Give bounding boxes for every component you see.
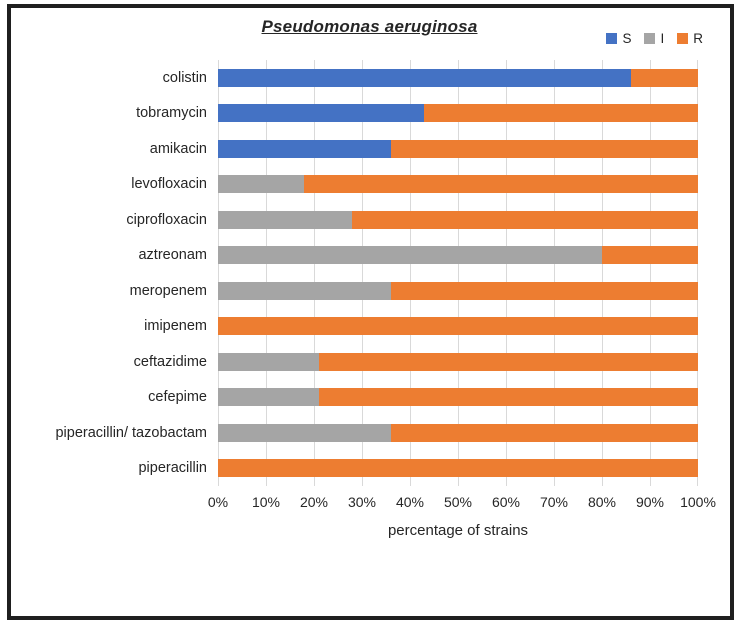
gridline [602, 60, 603, 486]
bar-segment-S [218, 68, 631, 87]
legend-item-I: I [644, 31, 664, 46]
bar-row [218, 210, 698, 229]
gridline [362, 60, 363, 486]
x-tick-label: 30% [347, 494, 377, 510]
bar-row [218, 68, 698, 87]
category-label: colistin [162, 69, 207, 86]
bar-row [218, 175, 698, 194]
category-label: cefepime [148, 389, 207, 406]
category-label: ceftazidime [133, 353, 207, 370]
category-label: aztreonam [138, 247, 207, 264]
x-axis-title: percentage of strains [387, 522, 529, 539]
legend-item-R: R [677, 31, 703, 46]
gridline [314, 60, 315, 486]
category-label: imipenem [144, 318, 207, 335]
y-axis-category-labels: colistin tobramycin amikacin levofloxacin ci… [0, 60, 207, 486]
category-label: piperacillin [138, 460, 207, 477]
bar-segment-I [218, 423, 391, 442]
category-label: meropenem [129, 282, 207, 299]
x-axis-tick-labels: 0% 10% 20% 30% 40% 50% 60% 70% 80% 90% 100% [208, 494, 716, 512]
bar-segment-I [218, 246, 602, 265]
category-label: levofloxacin [131, 176, 207, 193]
bar-row [218, 246, 698, 265]
gridline [218, 60, 219, 486]
bar-segment-R [318, 352, 698, 371]
bar-segment-R [304, 175, 698, 194]
bar-segment-R [390, 139, 698, 158]
bar-segment-R [352, 210, 698, 229]
legend-swatch-S [606, 33, 618, 44]
gridline [650, 60, 651, 486]
bar-segment-R [218, 459, 698, 478]
bar-segment-I [218, 210, 353, 229]
bar-row [218, 352, 698, 371]
legend-item-S: S [606, 31, 631, 46]
category-label: piperacillin/ tazobactam [55, 424, 207, 441]
gridline [697, 60, 698, 486]
x-tick-label: 50% [443, 494, 473, 510]
x-tick-label: 70% [539, 494, 569, 510]
legend-swatch-I [644, 33, 656, 44]
bar-row [218, 423, 698, 442]
bar-segment-R [390, 281, 698, 300]
gridline [266, 60, 267, 486]
chart-title: Pseudomonas aeruginosa [261, 17, 478, 36]
bar-row [218, 317, 698, 336]
bar-row [218, 459, 698, 478]
gridline [554, 60, 555, 486]
x-tick-label: 0% [207, 494, 229, 510]
bar-segment-S [218, 104, 425, 123]
x-tick-label: 80% [587, 494, 617, 510]
x-tick-label: 90% [635, 494, 665, 510]
bar-segment-R [390, 423, 698, 442]
bar-segment-R [602, 246, 698, 265]
bar-segment-I [218, 352, 319, 371]
gridline [410, 60, 411, 486]
bar-segment-R [630, 68, 698, 87]
x-tick-label: 100% [680, 494, 716, 510]
bar-row [218, 139, 698, 158]
gridline [458, 60, 459, 486]
bar-segment-I [218, 281, 391, 300]
bar-segment-I [218, 388, 319, 407]
bar-row [218, 388, 698, 407]
bar-row [218, 281, 698, 300]
x-tick-label: 20% [299, 494, 329, 510]
gridline [506, 60, 507, 486]
x-tick-label: 10% [251, 494, 281, 510]
plot-area [218, 60, 698, 486]
category-label: amikacin [149, 140, 207, 157]
bar-segment-R [218, 317, 698, 336]
x-tick-label: 40% [395, 494, 425, 510]
bar-segment-S [218, 139, 391, 158]
legend-label: I [660, 31, 665, 46]
legend-label: S [622, 31, 632, 46]
bar-row [218, 104, 698, 123]
legend-swatch-R [677, 33, 689, 44]
bar-segment-I [218, 175, 305, 194]
category-label: ciprofloxacin [126, 211, 207, 228]
bar-segment-R [424, 104, 698, 123]
bar-segment-R [318, 388, 698, 407]
x-tick-label: 60% [491, 494, 521, 510]
category-label: tobramycin [136, 105, 207, 122]
legend-label: R [693, 31, 703, 46]
